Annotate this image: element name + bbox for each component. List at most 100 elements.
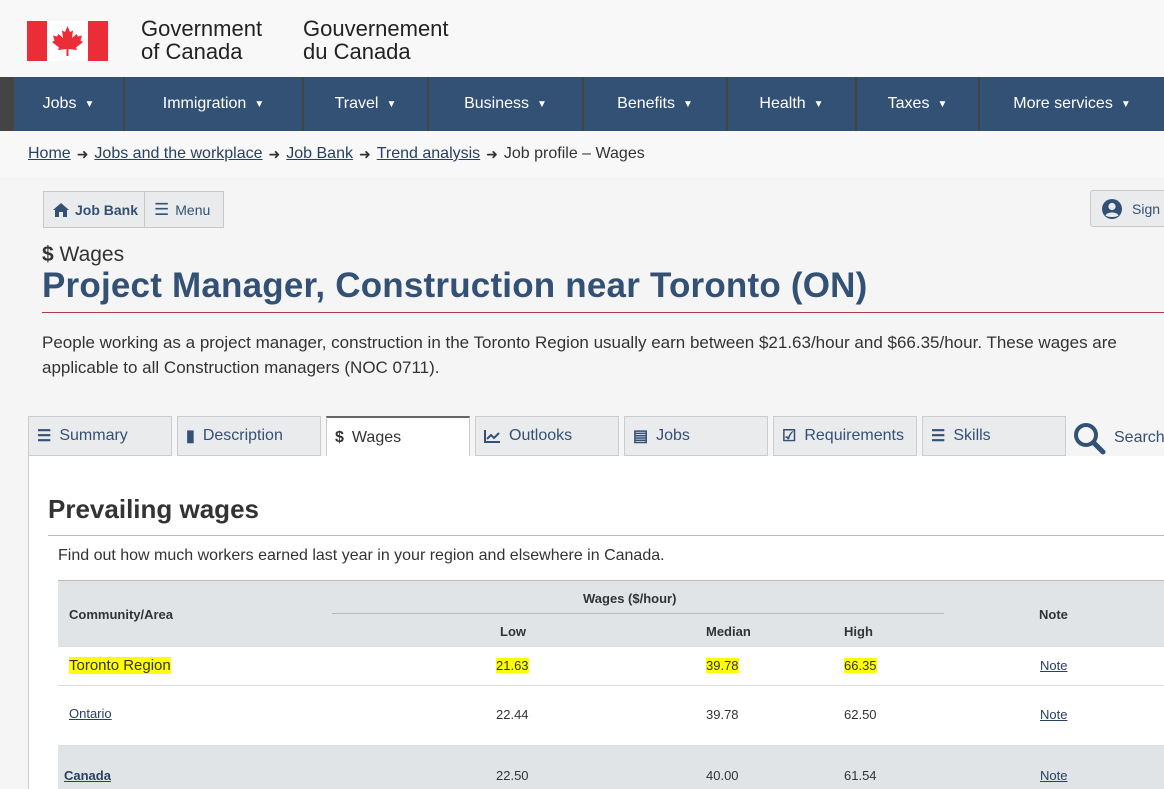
search-label: Search: [1114, 429, 1164, 446]
row-high-text: 66.35: [844, 658, 877, 673]
area-link[interactable]: Ontario: [69, 706, 112, 721]
row-note: Note: [1040, 768, 1067, 783]
chevron-down-icon: ▼: [813, 98, 824, 110]
menu-item-more-services[interactable]: More services ▼: [980, 77, 1164, 131]
row-high: 66.35: [844, 658, 877, 673]
area-link[interactable]: Canada: [64, 768, 111, 783]
job-bank-label: Job Bank: [75, 201, 139, 218]
table-row: Canada 22.50 40.00 61.54 Note: [58, 745, 1164, 789]
book-icon: ▮: [186, 428, 195, 445]
search-button[interactable]: Search: [1072, 418, 1164, 458]
menu-item-jobs[interactable]: Jobs ▼: [14, 77, 123, 131]
sign-in-label: Sign: [1132, 200, 1161, 217]
tab-wages[interactable]: $ Wages: [326, 416, 470, 457]
menu-label: Benefits: [617, 95, 675, 112]
signature-english[interactable]: Government of Canada: [141, 17, 262, 63]
title-underline: [42, 312, 1164, 313]
breadcrumb: Home ➜ Jobs and the workplace ➜ Job Bank…: [0, 131, 1164, 177]
list-icon: ☰: [37, 428, 52, 445]
home-icon: [53, 202, 69, 217]
signature-en-line2: of Canada: [141, 39, 243, 64]
listbox-icon: ▤: [633, 428, 649, 445]
section-divider: [48, 535, 1164, 536]
tab-description[interactable]: ▮ Description: [177, 416, 321, 456]
note-link[interactable]: Note: [1040, 658, 1068, 673]
col-community: Community/Area: [69, 607, 174, 622]
tasks-icon: ☰: [931, 428, 946, 445]
menu-item-taxes[interactable]: Taxes ▼: [857, 77, 978, 131]
col-low: Low: [500, 624, 526, 639]
col-median: Median: [706, 624, 751, 639]
row-low: 22.44: [496, 707, 529, 722]
section-title: Prevailing wages: [48, 494, 259, 524]
main-menu: Jobs ▼ Immigration ▼ Travel ▼ Business ▼ Ben…: [0, 77, 1164, 131]
table-header: Community/Area Wages ($/hour) Low Median…: [58, 580, 1164, 646]
job-bank-home-button[interactable]: Job Bank: [43, 191, 145, 228]
chevron-down-icon: ▼: [386, 98, 397, 110]
chevron-down-icon: ▼: [84, 98, 95, 110]
breadcrumb-trend-analysis[interactable]: Trend analysis: [376, 145, 481, 162]
breadcrumb-jobs-workplace[interactable]: Jobs and the workplace: [94, 145, 263, 162]
note-link[interactable]: Note: [1040, 768, 1068, 783]
row-area: Ontario: [69, 706, 112, 721]
signature-french[interactable]: Gouvernement du Canada: [303, 17, 449, 63]
menu-label: Business: [464, 95, 529, 112]
menu-label: Immigration: [162, 95, 247, 112]
menu-item-health[interactable]: Health ▼: [728, 77, 855, 131]
tab-label: Skills: [953, 427, 991, 444]
menu-item-immigration[interactable]: Immigration ▼: [125, 77, 302, 131]
section-description: Find out how much workers earned last ye…: [58, 547, 665, 564]
row-high: 62.50: [844, 707, 877, 722]
col-note: Note: [1039, 607, 1068, 622]
tab-skills[interactable]: ☰ Skills: [922, 416, 1066, 456]
menu-label: Travel: [334, 95, 379, 112]
signature-en-line1: Government: [141, 16, 263, 41]
col-wages-group: Wages ($/hour): [583, 591, 677, 606]
menu-label: Health: [759, 95, 806, 112]
note-link[interactable]: Note: [1040, 707, 1068, 722]
tab-summary[interactable]: ☰ Summary: [28, 416, 172, 456]
menu-item-travel[interactable]: Travel ▼: [304, 77, 427, 131]
breadcrumb-job-bank[interactable]: Job Bank: [286, 145, 353, 162]
menu-item-business[interactable]: Business ▼: [429, 77, 582, 131]
tab-label: Outlooks: [509, 427, 573, 444]
row-note: Note: [1040, 707, 1067, 722]
tab-requirements[interactable]: ☑ Requirements: [773, 416, 917, 456]
table-row: Ontario 22.44 39.78 62.50 Note: [58, 685, 1164, 745]
menu-label: More services: [1013, 95, 1113, 112]
dollar-icon: $: [42, 243, 54, 266]
row-low: 21.63: [496, 658, 529, 673]
row-median: 40.00: [706, 768, 739, 783]
row-median: 39.78: [706, 658, 739, 673]
kicker-label: Wages: [59, 243, 125, 266]
tab-label: Summary: [59, 427, 128, 444]
row-note: Note: [1040, 658, 1067, 673]
canada-flag-icon: [27, 21, 108, 61]
chevron-down-icon: ▼: [537, 98, 547, 110]
job-bank-menu-button[interactable]: ☰ Menu: [144, 191, 224, 228]
menu-item-benefits[interactable]: Benefits ▼: [584, 77, 726, 131]
row-area: Canada: [64, 768, 111, 783]
sign-in-button[interactable]: Sign: [1090, 190, 1164, 227]
tab-label: Description: [202, 427, 283, 444]
tab-label: Wages: [351, 428, 402, 446]
arrow-right-icon: ➜: [268, 145, 281, 162]
chevron-down-icon: ▼: [1120, 98, 1131, 110]
gc-header: Government of Canada Gouvernement du Can…: [0, 0, 1164, 77]
signature-fr-line1: Gouvernement: [303, 16, 449, 41]
chart-icon: [484, 429, 500, 443]
arrow-right-icon: ➜: [486, 145, 498, 162]
breadcrumb-home[interactable]: Home: [28, 145, 71, 162]
signature-fr-line2: du Canada: [303, 39, 411, 64]
search-icon: [1074, 423, 1106, 455]
menu-label: Menu: [175, 201, 211, 218]
tab-jobs[interactable]: ▤ Jobs: [624, 416, 768, 456]
dollar-icon: $: [335, 428, 344, 446]
chevron-down-icon: ▼: [254, 98, 265, 110]
user-circle-icon: [1102, 198, 1122, 219]
row-area-text: Toronto Region: [69, 657, 171, 674]
tab-label: Jobs: [656, 427, 690, 444]
row-median: 39.78: [706, 707, 739, 722]
row-low: 22.50: [496, 768, 529, 783]
tab-outlooks[interactable]: Outlooks: [475, 416, 619, 456]
